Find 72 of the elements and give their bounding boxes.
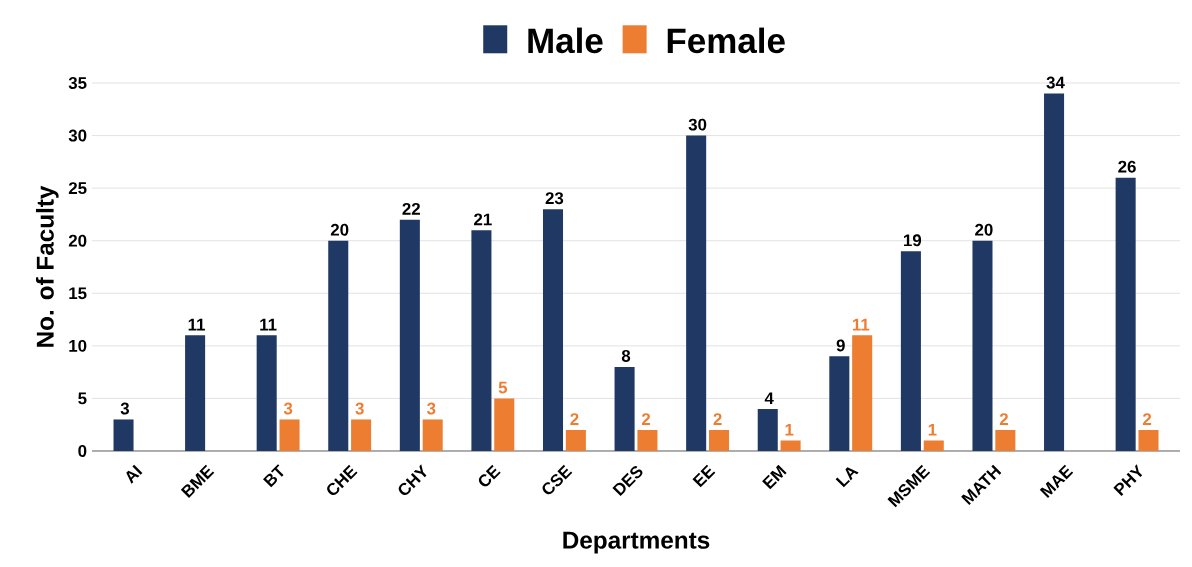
x-axis-title: Departments [563,531,710,554]
bar [1115,177,1136,451]
bar [565,429,586,451]
bar [1044,93,1065,451]
data-label: 11 [260,318,277,331]
bar [757,408,778,451]
bar [686,135,707,451]
legend-label: Female [667,27,785,54]
data-label: 5 [498,381,508,394]
bar [829,356,850,451]
y-tick-label: 20 [68,234,87,247]
data-label: 20 [975,223,993,236]
data-label: 30 [688,118,707,131]
data-label: 8 [621,349,631,362]
data-label: 2 [1142,413,1152,426]
data-label: 1 [928,423,937,436]
x-tick-label: EM [762,464,787,490]
data-label: 2 [641,413,651,426]
data-label: 34 [1046,76,1065,89]
bar [900,251,921,451]
bar [494,398,515,451]
data-label: 1 [785,423,794,436]
data-label: 11 [188,318,205,331]
x-tick-label: BT [263,464,284,488]
x-tick-label: AI [126,464,143,484]
bar [637,429,658,451]
bar [780,440,801,451]
bar [328,240,349,451]
y-axis-title: No. of Faculty [35,185,59,347]
bar [995,429,1016,451]
bar [256,335,277,451]
bar [422,419,443,451]
data-label: 22 [402,202,420,215]
data-label: 9 [836,339,845,352]
x-tick-label: LA [835,467,859,488]
bar [614,366,635,451]
bar [852,335,873,451]
data-label: 26 [1118,160,1136,173]
data-label: 4 [764,392,774,404]
data-label: 3 [427,402,436,415]
y-tick-label: 25 [68,182,87,195]
y-tick-label: 15 [69,287,87,300]
data-label: 3 [283,402,293,415]
data-label: 2 [570,413,579,426]
bar [923,440,944,451]
x-tick-label: EE [692,464,716,488]
bar [185,335,206,451]
data-label: 19 [903,234,922,247]
x-tick-label: CE [478,464,501,487]
y-tick-label: 5 [78,392,87,405]
bar [471,230,492,451]
bar [113,419,134,451]
legend-label: Male [528,27,603,54]
y-tick-label: 10 [69,339,87,352]
data-label: 23 [545,192,564,205]
bar [279,419,300,451]
data-label: 3 [355,402,364,415]
bar [542,209,564,451]
y-tick-label: 35 [68,77,87,89]
bar [399,219,420,451]
bar [972,240,993,451]
data-label: 2 [713,413,722,426]
data-label: 2 [999,413,1008,426]
bar [351,419,372,451]
bar [1138,429,1159,451]
data-label: 21 [474,213,492,226]
data-label: 11 [852,318,870,331]
y-tick-label: 30 [68,129,87,142]
data-label: 3 [120,402,130,415]
y-tick-label: 0 [78,445,87,457]
data-label: 20 [330,223,349,236]
bar [708,429,730,451]
